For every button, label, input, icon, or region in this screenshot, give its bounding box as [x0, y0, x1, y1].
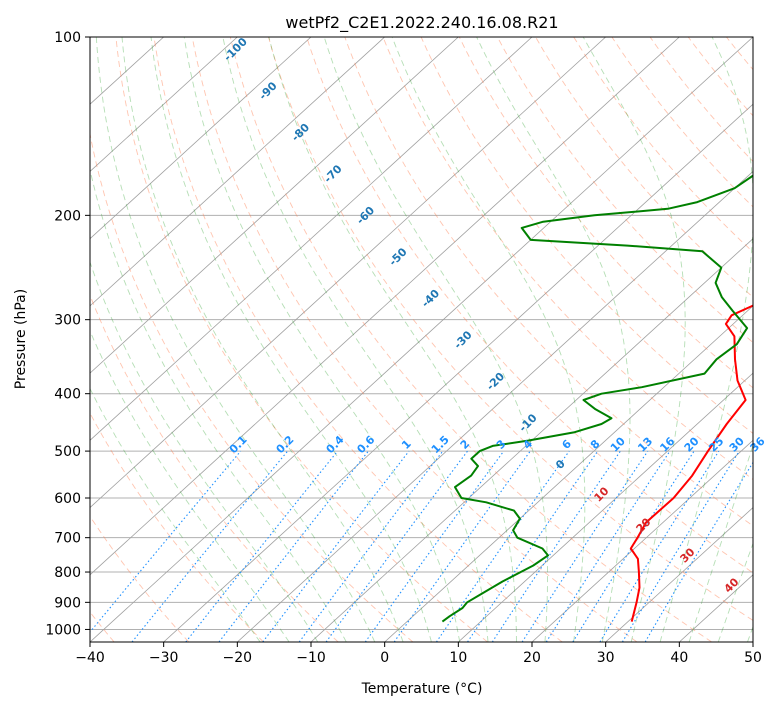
- moist-adiabat-line: [121, 37, 404, 642]
- isotherm-gridline: [310, 238, 753, 642]
- mixing-ratio-line: [325, 450, 468, 642]
- plot-frame: [89, 36, 754, 643]
- mixing-ratio-line: [491, 450, 621, 642]
- dry-adiabat-line: [497, 37, 753, 344]
- chart-title: wetPf2_C2E1.2022.240.16.08.R21: [285, 13, 558, 33]
- dry-adiabat-line: [306, 37, 753, 574]
- dry-adiabat-line: [344, 37, 753, 527]
- isotherm-gridline: [90, 37, 459, 374]
- isotherm-gridline: [90, 37, 680, 576]
- y-tick-label: 200: [54, 208, 81, 224]
- y-tick-label: 300: [54, 313, 81, 329]
- temperature-profile: [629, 304, 753, 622]
- y-tick-label: 600: [54, 491, 81, 507]
- moist-adiabat-line: [95, 37, 376, 642]
- isotherm-gridline: [90, 37, 385, 307]
- mixing-ratio-line: [131, 450, 289, 642]
- isotherm-gridline: [605, 507, 753, 642]
- x-tick-label: 10: [449, 650, 467, 666]
- mixing-ratio-line: [521, 450, 649, 642]
- dry-adiabat-line: [382, 37, 753, 481]
- isotherm-gridline: [90, 37, 753, 642]
- isotherm-gridline: [163, 103, 753, 642]
- y-axis-label: Pressure (hPa): [13, 289, 29, 389]
- x-axis-label: Temperature (°C): [361, 681, 483, 697]
- moist-adiabat-line: [659, 37, 753, 642]
- moist-adiabat-line: [391, 37, 586, 642]
- dry-adiabat-line: [268, 37, 753, 622]
- moist-adiabat-line: [476, 37, 631, 642]
- x-tick-label: 0: [380, 650, 389, 666]
- mixing-ratio-line: [262, 450, 410, 642]
- plot-area: [90, 37, 753, 642]
- isotherm-gridline: [384, 305, 753, 642]
- dry-adiabat-line: [153, 37, 563, 642]
- y-tick-label: 700: [54, 531, 81, 547]
- x-tick-label: 20: [523, 650, 541, 666]
- x-tick-label: 30: [597, 650, 615, 666]
- moist-adiabat-line: [222, 37, 489, 642]
- moist-adiabat-line: [183, 37, 461, 642]
- isotherm-gridline: [90, 37, 312, 240]
- mixing-ratio-line: [364, 450, 505, 642]
- x-tick-label: −40: [75, 650, 105, 666]
- isotherm-gridline: [237, 170, 753, 642]
- y-tick-label: 900: [54, 595, 81, 611]
- dry-adiabat-line: [90, 515, 190, 642]
- dry-adiabat-line: [535, 37, 753, 298]
- dry-adiabat-line: [90, 131, 414, 642]
- isotherm-gridline: [90, 37, 606, 509]
- x-tick-label: −10: [296, 650, 326, 666]
- isotherm-gridline: [90, 37, 238, 172]
- y-axis-ticks: 100 200 300 400 500 600 700 800 900 1000: [45, 30, 90, 638]
- mixing-ratio-line: [90, 450, 242, 633]
- y-tick-label: 1000: [45, 622, 81, 638]
- moist-adiabat-line: [90, 329, 290, 642]
- moist-adiabat-line: [717, 542, 753, 642]
- y-tick-label: 100: [54, 30, 81, 46]
- dry-adiabat-line: [90, 412, 264, 642]
- moist-adiabat-line: [688, 443, 753, 642]
- x-axis-ticks: −40 −30 −20 −10 0 10 20 30 40 50: [75, 642, 762, 666]
- moist-adiabat-line: [268, 37, 517, 642]
- mixing-ratio-line: [545, 450, 671, 642]
- y-tick-label: 400: [54, 387, 81, 403]
- mixing-ratio-line: [572, 450, 695, 642]
- isotherm-gridline: [90, 37, 533, 441]
- isotherm-gridline: [458, 372, 753, 642]
- x-tick-label: −20: [223, 650, 253, 666]
- moist-adiabat-line: [90, 167, 347, 642]
- moist-adiabat-line: [90, 387, 261, 642]
- mixing-ratio-line: [393, 450, 531, 642]
- dewpoint-profile: [441, 174, 753, 623]
- dry-adiabat-line: [229, 37, 712, 642]
- isotherm-gridline: [531, 439, 753, 642]
- mixing-ratio-line: [621, 450, 740, 642]
- x-tick-label: 50: [744, 650, 762, 666]
- moist-adiabat-line: [582, 37, 686, 642]
- mixing-ratio-line: [467, 450, 599, 642]
- y-tick-label: 500: [54, 444, 81, 460]
- moist-adiabat-line: [150, 37, 432, 642]
- x-tick-label: 40: [670, 650, 688, 666]
- mixing-ratio-line: [298, 450, 444, 642]
- x-tick-label: −30: [149, 650, 179, 666]
- moist-adiabat-line: [323, 37, 548, 642]
- mixing-ratio-line: [185, 450, 339, 642]
- dry-adiabat-line: [191, 37, 638, 642]
- y-tick-label: 800: [54, 565, 81, 581]
- moist-adiabat-line: [90, 260, 319, 642]
- dry-adiabat-line: [115, 37, 488, 642]
- mixing-ratio-line: [435, 450, 570, 642]
